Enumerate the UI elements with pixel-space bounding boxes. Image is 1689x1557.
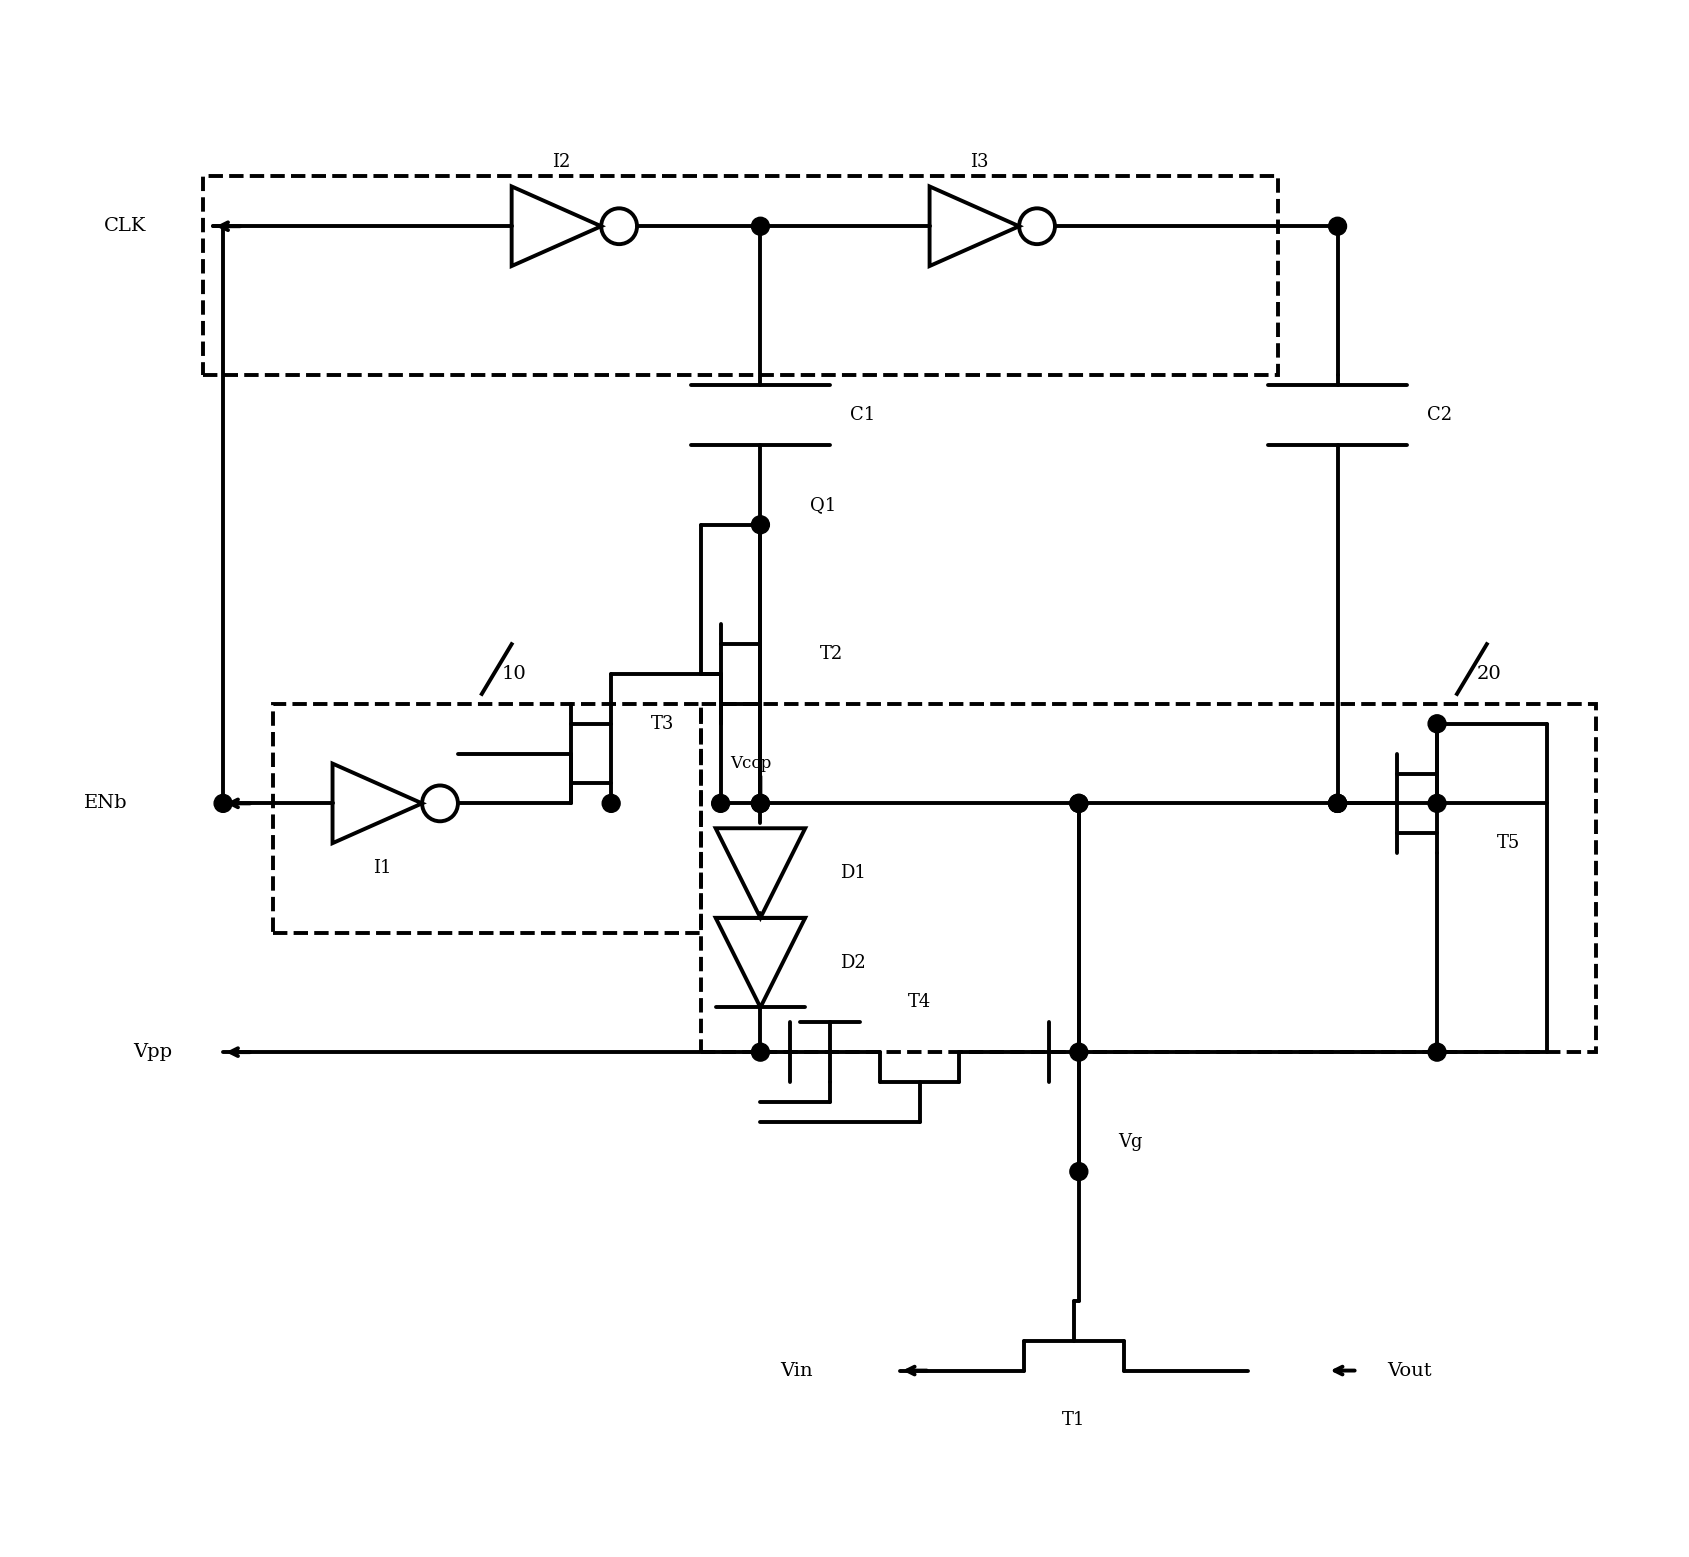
Text: T3: T3	[650, 715, 674, 733]
Text: T4: T4	[907, 993, 931, 1012]
Circle shape	[1069, 794, 1088, 813]
Text: Vout: Vout	[1387, 1361, 1431, 1380]
Text: 10: 10	[502, 665, 527, 684]
Bar	[203, 176, 1277, 375]
Text: Vpp: Vpp	[133, 1043, 172, 1062]
Circle shape	[1427, 715, 1446, 733]
Text: I2: I2	[552, 153, 571, 171]
Circle shape	[1427, 1043, 1446, 1062]
Circle shape	[1328, 218, 1346, 235]
Bar	[272, 704, 701, 933]
Text: CLK: CLK	[103, 218, 145, 235]
Text: Vin: Vin	[780, 1361, 812, 1380]
Text: Vg: Vg	[1118, 1132, 1142, 1151]
Text: Q1: Q1	[809, 495, 836, 514]
Circle shape	[1069, 1043, 1088, 1062]
Circle shape	[1328, 794, 1346, 813]
Text: 20: 20	[1476, 665, 1502, 684]
Text: C1: C1	[850, 406, 875, 425]
Circle shape	[601, 794, 620, 813]
Text: Vccp: Vccp	[730, 755, 772, 772]
Text: T1: T1	[1062, 1411, 1084, 1429]
Circle shape	[1328, 794, 1346, 813]
Text: I1: I1	[373, 859, 392, 877]
Circle shape	[1427, 794, 1446, 813]
Circle shape	[1328, 794, 1346, 813]
Text: D1: D1	[839, 864, 865, 881]
Circle shape	[752, 218, 768, 235]
Circle shape	[752, 794, 768, 813]
Text: C2: C2	[1426, 406, 1451, 425]
Text: D2: D2	[839, 953, 865, 972]
Circle shape	[752, 1043, 768, 1062]
Circle shape	[752, 515, 768, 534]
Circle shape	[711, 794, 730, 813]
Circle shape	[1069, 794, 1088, 813]
Circle shape	[752, 794, 768, 813]
Text: ENb: ENb	[84, 794, 127, 813]
Text: T5: T5	[1496, 835, 1518, 852]
Circle shape	[1069, 1163, 1088, 1180]
Text: I3: I3	[969, 153, 988, 171]
Bar	[701, 704, 1596, 1053]
Text: T2: T2	[819, 645, 843, 663]
Circle shape	[215, 794, 231, 813]
